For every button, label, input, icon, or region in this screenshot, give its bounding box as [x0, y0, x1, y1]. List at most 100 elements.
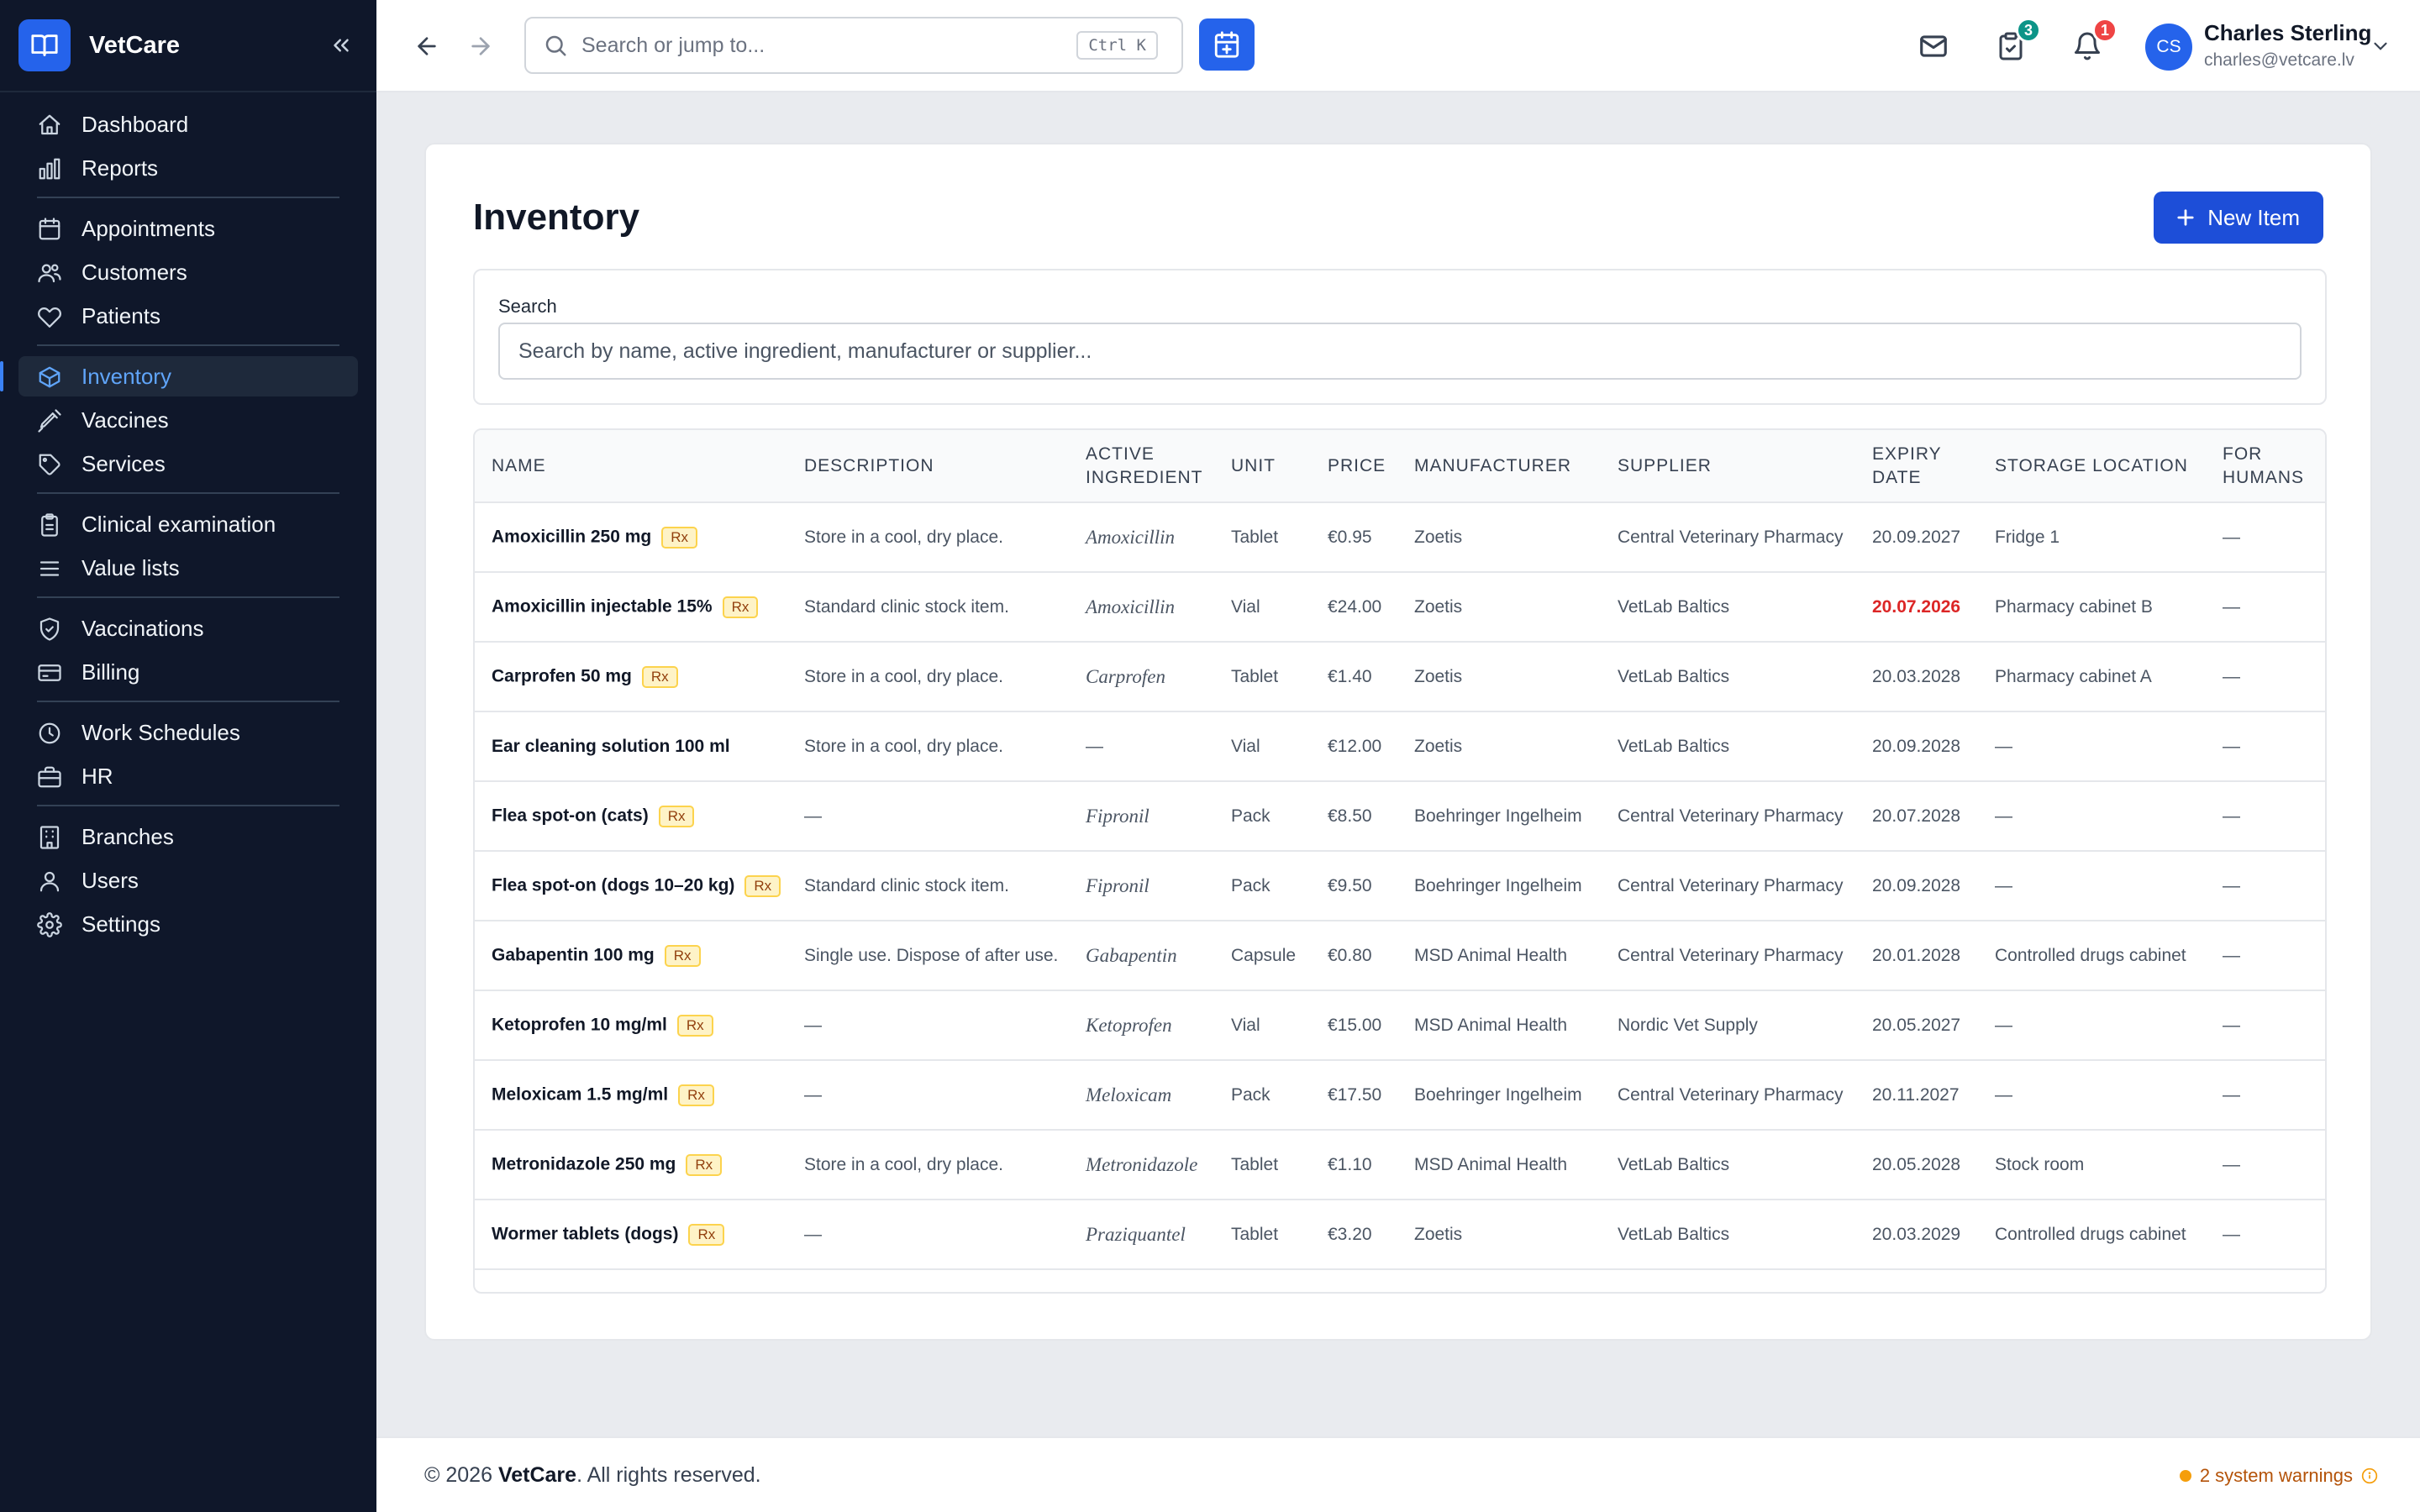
item-name[interactable]: Metronidazole 250 mg Rx	[475, 1130, 787, 1200]
sidebar-item-settings[interactable]: Settings	[18, 904, 358, 944]
global-search[interactable]: Ctrl K	[524, 17, 1183, 74]
cell-supplier: VetLab Baltics	[1618, 736, 1730, 756]
column-header-name[interactable]: NAME	[475, 430, 787, 503]
sidebar-divider	[37, 492, 339, 494]
cell-price: €9.50	[1328, 875, 1372, 895]
avatar[interactable]: CS	[2145, 24, 2192, 71]
item-name-text: Flea spot-on (dogs 10–20 kg)	[492, 875, 735, 895]
rx-badge: Rx	[676, 1014, 713, 1037]
sidebar-item-appointments[interactable]: Appointments	[18, 208, 358, 249]
sidebar-item-users[interactable]: Users	[18, 860, 358, 900]
user-email: charles@vetcare.lv	[2204, 50, 2354, 70]
column-header-supplier[interactable]: SUPPLIER	[1601, 430, 1855, 503]
notifications-button[interactable]: 1	[2070, 18, 2118, 63]
column-header-manufacturer[interactable]: MANUFACTURER	[1397, 430, 1601, 503]
calendar-button[interactable]	[1199, 18, 1255, 71]
back-arrow-icon[interactable]	[410, 29, 444, 63]
sidebar-item-services[interactable]: Services	[18, 444, 358, 484]
sidebar-item-inventory[interactable]: Inventory	[0, 356, 358, 396]
column-header-storage-location[interactable]: STORAGE LOCATION	[1978, 430, 2206, 503]
table-row[interactable]: Flea spot-on (cats) Rx — Fipronil Pack €8.50 B…	[475, 781, 2325, 851]
inventory-search-input[interactable]	[498, 323, 2302, 380]
table-row[interactable]: Carprofen 50 mg Rx Store in a cool, dry pl…	[475, 642, 2325, 711]
cell-manufacturer: MSD Animal Health	[1414, 1154, 1568, 1174]
calendar-icon	[37, 217, 62, 242]
search-label: Search	[498, 296, 557, 317]
sidebar-item-label: Billing	[82, 659, 140, 685]
sidebar-item-patients[interactable]: Patients	[18, 296, 358, 336]
list-icon	[37, 556, 62, 581]
sidebar-item-reports[interactable]: Reports	[18, 148, 358, 188]
mail-icon[interactable]	[1917, 29, 1950, 63]
sidebar-item-branches[interactable]: Branches	[18, 816, 358, 857]
sidebar-divider	[37, 805, 339, 806]
info-icon	[2361, 1467, 2378, 1484]
column-header-description[interactable]: DESCRIPTION	[787, 430, 1069, 503]
table-row[interactable]: Amoxicillin injectable 15% Rx Standard cli…	[475, 572, 2325, 642]
table-row[interactable]: Amoxicillin 250 mg Rx Store in a cool, dry…	[475, 502, 2325, 572]
column-header-active-ingredient[interactable]: ACTIVE INGREDIENT	[1069, 430, 1214, 503]
system-warnings[interactable]: 2 system warnings	[2179, 1465, 2378, 1487]
cell-description: Store in a cool, dry place.	[804, 527, 1003, 547]
app-name: VetCare	[89, 31, 181, 59]
table-row[interactable]: Flea spot-on (dogs 10–20 kg) Rx Standard c…	[475, 851, 2325, 921]
sidebar-item-label: Branches	[82, 823, 174, 849]
new-item-button[interactable]: New Item	[2154, 192, 2323, 244]
cell-manufacturer: Zoetis	[1414, 1224, 1463, 1244]
cell-unit: Tablet	[1231, 666, 1279, 686]
sidebar-item-value-lists[interactable]: Value lists	[18, 548, 358, 588]
sidebar-item-label: Dashboard	[82, 111, 189, 137]
item-name[interactable]: Ketoprofen 10 mg/ml Rx	[475, 990, 787, 1060]
item-name[interactable]: Flea spot-on (cats) Rx	[475, 781, 787, 851]
item-name[interactable]: Gabapentin 100 mg Rx	[475, 921, 787, 990]
cell-price: €1.40	[1328, 666, 1372, 686]
cell-price: €12.00	[1328, 736, 1382, 756]
tasks-button[interactable]: 3	[1994, 18, 2041, 63]
user-name[interactable]: Charles Sterling	[2204, 20, 2372, 45]
sidebar-item-vaccines[interactable]: Vaccines	[18, 400, 358, 440]
sidebar-item-billing[interactable]: Billing	[18, 652, 358, 692]
sidebar-item-clinical-examination[interactable]: Clinical examination	[18, 504, 358, 544]
item-name[interactable]: Carprofen 50 mg Rx	[475, 642, 787, 711]
table-row[interactable]: Meloxicam 1.5 mg/ml Rx — Meloxicam Pack €17.5…	[475, 1060, 2325, 1130]
search-shortcut: Ctrl K	[1076, 31, 1158, 60]
sidebar-item-vaccinations[interactable]: Vaccinations	[18, 608, 358, 648]
item-name[interactable]: Meloxicam 1.5 mg/ml Rx	[475, 1060, 787, 1130]
item-name[interactable]: Amoxicillin injectable 15% Rx	[475, 572, 787, 642]
cell-unit: Pack	[1231, 875, 1270, 895]
book-icon[interactable]	[18, 19, 71, 71]
item-name[interactable]: Amoxicillin 250 mg Rx	[475, 502, 787, 572]
sidebar-item-hr[interactable]: HR	[18, 756, 358, 796]
column-header-unit[interactable]: UNIT	[1214, 430, 1311, 503]
cell-humans: —	[2223, 736, 2240, 756]
rx-badge: Rx	[664, 944, 701, 967]
cell-storage: Stock room	[1995, 1154, 2085, 1174]
table-row[interactable]: Gabapentin 100 mg Rx Single use. Dispose o…	[475, 921, 2325, 990]
rx-badge: Rx	[686, 1153, 723, 1176]
table-row[interactable]: Ear cleaning solution 100 ml Store in a c…	[475, 711, 2325, 781]
column-header-price[interactable]: PRICE	[1311, 430, 1397, 503]
bar-chart-icon	[37, 156, 62, 181]
column-header-for-humans[interactable]: FOR HUMANS	[2206, 430, 2325, 503]
table-row[interactable]: Ketoprofen 10 mg/ml Rx — Ketoprofen Vial €15.…	[475, 990, 2325, 1060]
chevron-down-icon[interactable]	[2368, 34, 2393, 59]
rx-badge: Rx	[641, 665, 678, 688]
global-search-input[interactable]	[581, 33, 1077, 58]
cell-description: Store in a cool, dry place.	[804, 666, 1003, 686]
item-name[interactable]: Wormer tablets (dogs) Rx	[475, 1200, 787, 1269]
collapse-sidebar-icon[interactable]	[324, 29, 358, 62]
forward-arrow-icon[interactable]	[464, 29, 497, 63]
sidebar-item-work-schedules[interactable]: Work Schedules	[18, 712, 358, 753]
item-name[interactable]: Flea spot-on (dogs 10–20 kg) Rx	[475, 851, 787, 921]
column-header-expiry-date[interactable]: EXPIRY DATE	[1855, 430, 1978, 503]
cell-expiry: 20.05.2028	[1872, 1154, 1961, 1174]
table-row[interactable]: Metronidazole 250 mg Rx Store in a cool, d…	[475, 1130, 2325, 1200]
sidebar-item-dashboard[interactable]: Dashboard	[18, 104, 358, 144]
notifications-badge: 1	[2092, 18, 2118, 43]
cell-manufacturer: MSD Animal Health	[1414, 1015, 1568, 1035]
cell-description: —	[804, 1084, 822, 1105]
table-row[interactable]: Wormer tablets (dogs) Rx — Praziquantel Tabl…	[475, 1200, 2325, 1269]
sidebar-item-customers[interactable]: Customers	[18, 252, 358, 292]
item-name[interactable]: Ear cleaning solution 100 ml	[475, 711, 787, 781]
rx-badge: Rx	[661, 526, 698, 549]
